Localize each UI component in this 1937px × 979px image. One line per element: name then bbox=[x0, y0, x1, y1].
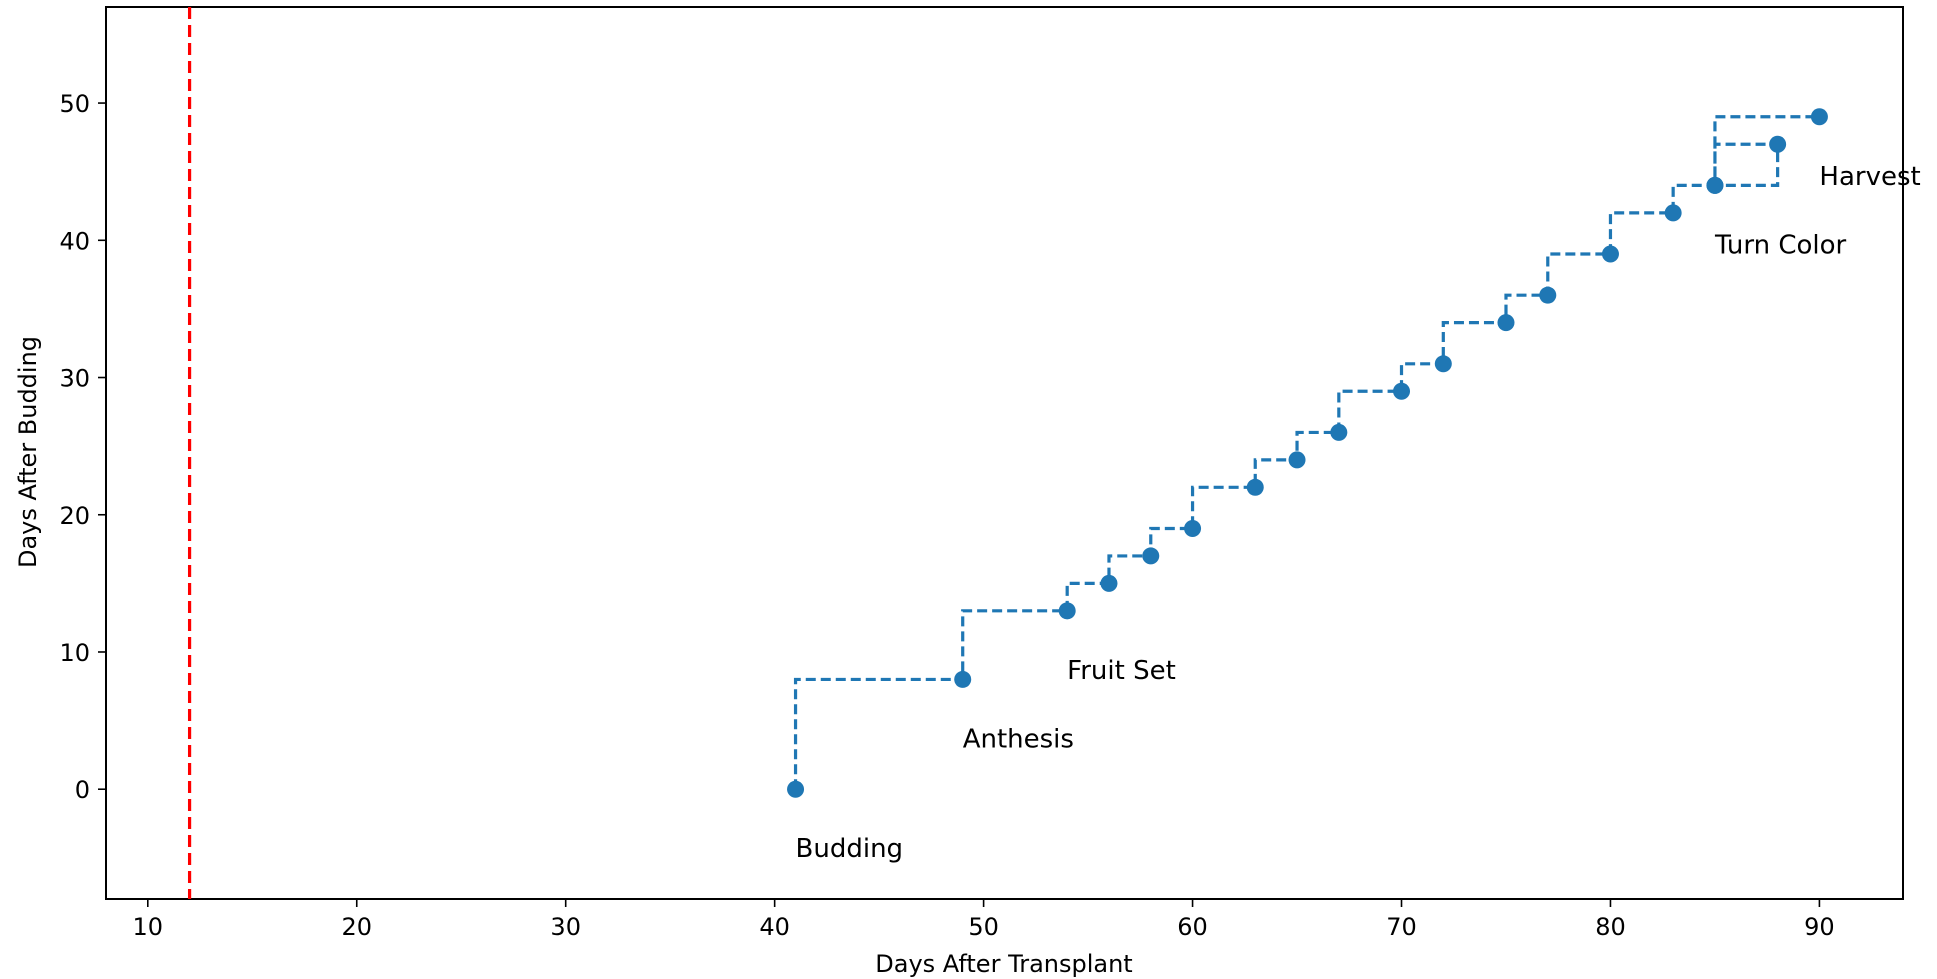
x-tick-label: 70 bbox=[1386, 913, 1417, 941]
data-point bbox=[1810, 108, 1828, 126]
y-tick-label: 20 bbox=[59, 502, 90, 530]
annotation-label: Turn Color bbox=[1714, 230, 1847, 260]
annotations: Budding Anthesis Fruit Set Turn Color Harves… bbox=[796, 162, 1921, 864]
data-point bbox=[1706, 176, 1724, 194]
y-tick-label: 0 bbox=[75, 776, 90, 804]
series-step-line bbox=[793, 115, 1820, 790]
data-point bbox=[1393, 382, 1411, 400]
y-tick-label: 30 bbox=[59, 365, 90, 393]
series-points bbox=[787, 108, 1828, 798]
data-point bbox=[1330, 423, 1348, 441]
annotation-label: Anthesis bbox=[963, 724, 1074, 754]
data-point bbox=[1246, 478, 1264, 496]
y-axis: 0 10 20 30 40 50 bbox=[59, 90, 106, 804]
data-point bbox=[1769, 135, 1787, 153]
y-tick-label: 40 bbox=[59, 227, 90, 255]
annotation-label: Budding bbox=[796, 834, 904, 864]
data-point bbox=[1100, 574, 1118, 592]
plot-area bbox=[105, 6, 1904, 900]
x-tick-label: 50 bbox=[968, 913, 999, 941]
data-point bbox=[1288, 451, 1306, 469]
y-axis-label: Days After Budding bbox=[14, 336, 42, 568]
data-point bbox=[1664, 204, 1682, 222]
data-point bbox=[787, 780, 805, 798]
data-point bbox=[1497, 314, 1515, 332]
data-point bbox=[1142, 547, 1160, 565]
x-tick-label: 10 bbox=[133, 913, 164, 941]
series-path bbox=[793, 115, 1820, 790]
annotation-label: Fruit Set bbox=[1067, 656, 1176, 686]
y-tick-label: 50 bbox=[59, 90, 90, 118]
y-tick-label: 10 bbox=[59, 639, 90, 667]
data-point bbox=[1601, 245, 1619, 263]
data-point bbox=[954, 670, 972, 688]
x-tick-label: 60 bbox=[1177, 913, 1208, 941]
x-tick-label: 30 bbox=[550, 913, 581, 941]
annotation-label: Harvest bbox=[1819, 162, 1920, 192]
data-point bbox=[1539, 286, 1557, 304]
x-tick-label: 40 bbox=[759, 913, 790, 941]
x-axis: 10 20 30 40 50 60 70 80 90 bbox=[133, 899, 1835, 941]
x-tick-label: 90 bbox=[1804, 913, 1835, 941]
x-axis-label: Days After Transplant bbox=[875, 950, 1132, 978]
x-tick-label: 80 bbox=[1595, 913, 1626, 941]
data-point bbox=[1058, 602, 1076, 620]
data-point bbox=[1184, 519, 1202, 537]
x-tick-label: 20 bbox=[341, 913, 372, 941]
plot-frame bbox=[105, 6, 1904, 900]
data-point bbox=[1434, 355, 1452, 373]
